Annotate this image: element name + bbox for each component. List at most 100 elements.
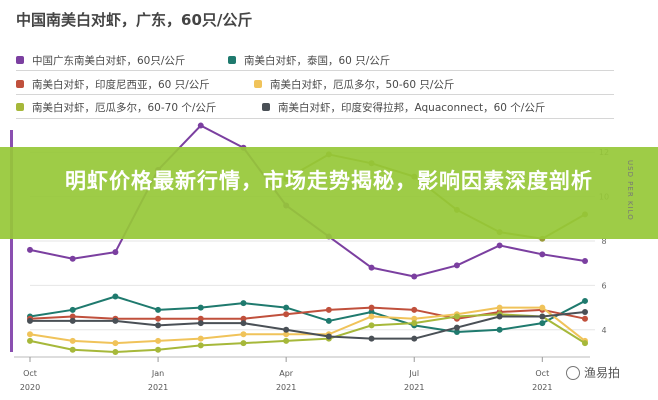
legend-item: 南美白对虾，印度安得拉邦，Aquaconnect，60 个/公斤	[262, 100, 545, 115]
legend-item: 南美白对虾，泰国，60 只/公斤	[228, 53, 390, 68]
series-point	[496, 242, 503, 249]
banner-headline: 明虾价格最新行情，市场走势揭秘，影响因素深度剖析	[65, 169, 593, 193]
series-point	[27, 331, 33, 338]
x-tick-label: Oct	[23, 369, 37, 378]
series-point	[69, 313, 76, 320]
series-point	[69, 255, 76, 262]
legend-item: 南美白对虾，厄瓜多尔，60-70 个/公斤	[16, 100, 216, 115]
title-banner	[0, 147, 658, 239]
series-point	[240, 320, 247, 327]
series-point	[283, 304, 290, 311]
series-point	[197, 320, 204, 327]
legend-swatch	[16, 103, 24, 111]
legend-divider	[16, 94, 614, 95]
x-tick-label: Jul	[408, 369, 419, 378]
series-point	[112, 340, 119, 347]
x-tick-label: Oct	[535, 369, 549, 378]
x-tick-year-label: 2021	[276, 383, 296, 392]
series-line-2	[29, 306, 586, 320]
series-point	[240, 331, 247, 338]
series-point	[155, 337, 162, 344]
series-point	[197, 122, 204, 129]
x-tick-label: Apr	[279, 369, 294, 378]
y-tick-label: 8	[601, 237, 606, 246]
x-tick-year-label: 2021	[532, 383, 552, 392]
x-tick-year-label: 2021	[148, 383, 168, 392]
series-point	[240, 300, 247, 307]
series-point	[155, 346, 162, 353]
watermark: 渔易拍	[566, 364, 620, 381]
legend-divider	[16, 70, 614, 71]
series-point	[582, 309, 588, 316]
series-point	[283, 326, 290, 333]
series-point	[112, 317, 119, 324]
legend-label: 南美白对虾，泰国，60 只/公斤	[244, 55, 391, 67]
series-point	[411, 335, 418, 342]
series-point	[539, 313, 546, 320]
series-point	[582, 315, 588, 322]
series-point	[69, 306, 76, 313]
legend-label: 南美白对虾，厄瓜多尔，60-70 个/公斤	[32, 102, 217, 114]
series-point	[496, 313, 503, 320]
legend-swatch	[16, 80, 24, 88]
y-axis-label: USD PER KILO	[626, 160, 634, 221]
series-point	[112, 249, 119, 256]
series-point	[368, 304, 375, 311]
series-line-4	[29, 313, 586, 353]
y-tick-label: 4	[601, 326, 606, 335]
legend-label: 南美白对虾，印度尼西亚，60 只/公斤	[32, 79, 210, 91]
series-point	[496, 326, 503, 333]
series-point	[453, 262, 460, 269]
series-point	[197, 335, 204, 342]
series-line-1	[29, 295, 586, 334]
legend-label: 南美白对虾，厄瓜多尔，50-60 只/公斤	[270, 79, 455, 91]
series-point	[283, 331, 290, 338]
series-point	[453, 329, 460, 336]
legend-item: 中国广东南美白对虾，60只/公斤	[16, 53, 185, 68]
legend-swatch	[254, 80, 262, 88]
legend-item: 南美白对虾，厄瓜多尔，50-60 只/公斤	[254, 77, 454, 92]
series-point	[539, 304, 546, 311]
legend-swatch	[262, 103, 270, 111]
legend-label: 南美白对虾，印度安得拉邦，Aquaconnect，60 个/公斤	[278, 102, 546, 114]
watermark-text: 渔易拍	[584, 366, 621, 380]
legend-swatch	[16, 56, 24, 64]
series-point	[539, 320, 546, 327]
series-point	[411, 273, 418, 280]
series-point	[283, 311, 290, 318]
series-point	[112, 293, 119, 300]
series-point	[197, 342, 204, 349]
series-point	[368, 264, 375, 271]
series-point	[368, 322, 375, 329]
series-point	[411, 320, 418, 327]
series-point	[197, 304, 204, 311]
series-point	[368, 313, 375, 320]
x-tick-label: Jan	[151, 369, 164, 378]
series-point	[240, 340, 247, 347]
series-point	[69, 346, 76, 353]
legend-label: 中国广东南美白对虾，60只/公斤	[32, 55, 186, 67]
left-accent-bar	[10, 130, 13, 352]
series-point	[453, 313, 460, 320]
series-point	[69, 317, 76, 324]
series-point	[539, 251, 546, 258]
series-point	[411, 306, 418, 313]
series-point	[27, 246, 33, 253]
series-point	[155, 306, 162, 313]
series-point	[155, 322, 162, 329]
series-point	[453, 324, 460, 331]
series-point	[69, 337, 76, 344]
y-tick-label: 6	[601, 281, 606, 290]
legend-divider	[16, 118, 614, 119]
series-point	[411, 315, 418, 322]
series-point	[325, 317, 332, 324]
series-point	[582, 297, 588, 304]
legend-item: 南美白对虾，印度尼西亚，60 只/公斤	[16, 77, 210, 92]
series-line-3	[29, 306, 586, 345]
series-line-5	[30, 311, 586, 340]
series-point	[496, 304, 503, 311]
series-point	[283, 337, 290, 344]
series-point	[155, 315, 162, 322]
series-point	[325, 306, 332, 313]
